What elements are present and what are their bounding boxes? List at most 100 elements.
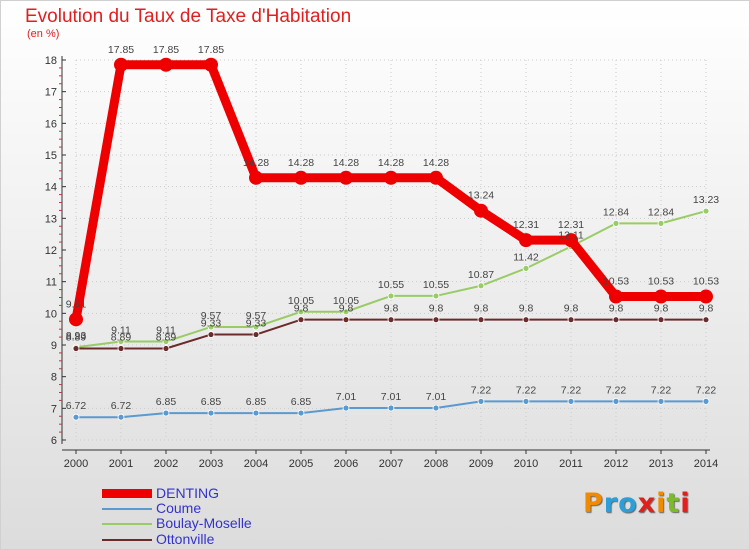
data-label-coume: 7.22 (696, 384, 717, 396)
legend-swatch-coume (102, 508, 152, 510)
x-tick-label: 2007 (379, 458, 403, 470)
data-point-ottonville (567, 316, 575, 324)
data-point-coume (702, 397, 710, 405)
data-label-boulay-moselle: 12.11 (558, 230, 584, 242)
data-point-denting (294, 170, 308, 185)
data-point-boulay-moselle (702, 207, 710, 215)
data-point-denting (699, 289, 713, 304)
y-tick-label: 14 (45, 182, 57, 194)
data-point-ottonville (477, 316, 485, 324)
data-point-denting (654, 289, 668, 304)
data-label-denting: 17.85 (153, 44, 179, 56)
logo-letter: o (618, 488, 638, 519)
data-label-boulay-moselle: 12.84 (648, 206, 674, 218)
legend-label-boulay-moselle: Boulay-Moselle (156, 515, 252, 531)
data-label-boulay-moselle: 9.11 (111, 325, 131, 337)
data-label-denting: 10.53 (693, 276, 719, 288)
x-tick-label: 2008 (424, 458, 448, 470)
data-point-ottonville (432, 316, 440, 324)
y-tick-label: 18 (45, 55, 57, 67)
data-label-coume: 7.22 (471, 384, 492, 396)
data-point-coume (432, 404, 440, 412)
data-point-ottonville (387, 316, 395, 324)
data-labels: 9.81 17.85 17.85 17.85 14.28 14.28 14.28 14.28 1… (66, 44, 720, 412)
data-label-ottonville: 9.8 (429, 303, 444, 315)
data-label-ottonville: 9.8 (294, 303, 309, 315)
data-point-ottonville (297, 316, 305, 324)
data-point-denting (429, 170, 443, 185)
data-point-denting (159, 57, 173, 72)
legend-swatch-ottonville (102, 539, 152, 541)
data-point-boulay-moselle (477, 282, 485, 290)
data-label-boulay-moselle: 11.42 (513, 251, 539, 263)
data-point-denting (69, 312, 83, 327)
data-label-denting: 14.28 (333, 157, 359, 169)
data-label-coume: 7.22 (561, 384, 582, 396)
data-label-denting: 9.81 (66, 298, 87, 310)
x-tick-label: 2000 (64, 458, 88, 470)
x-tick-label: 2002 (154, 458, 178, 470)
data-point-denting (249, 170, 263, 185)
data-label-denting: 10.53 (603, 276, 629, 288)
data-point-ottonville (522, 316, 530, 324)
data-point-boulay-moselle (207, 323, 215, 331)
data-point-boulay-moselle (432, 292, 440, 300)
y-tick-label: 17 (45, 87, 57, 99)
data-label-denting: 14.28 (378, 157, 404, 169)
data-label-coume: 7.01 (426, 391, 447, 403)
y-tick-label: 10 (45, 308, 57, 320)
data-point-ottonville (162, 345, 170, 352)
data-point-coume (252, 409, 260, 417)
x-tick-label: 2010 (514, 458, 538, 470)
x-tick-label: 2005 (289, 458, 313, 470)
data-point-ottonville (612, 316, 620, 324)
data-label-boulay-moselle: 10.55 (423, 279, 449, 291)
x-tick-label: 2014 (694, 458, 718, 470)
y-tick-label: 8 (51, 372, 57, 384)
data-point-denting (519, 233, 533, 248)
data-point-denting (339, 170, 353, 185)
data-label-coume: 6.85 (156, 396, 177, 408)
y-tick-label: 6 (51, 435, 57, 447)
data-point-coume (477, 397, 485, 405)
data-label-boulay-moselle: 10.55 (378, 279, 404, 291)
x-tick-label: 2003 (199, 458, 223, 470)
data-label-boulay-moselle: 9.57 (246, 310, 267, 322)
data-label-ottonville: 9.8 (699, 303, 714, 315)
series-lines (69, 57, 713, 421)
data-label-ottonville: 8.89 (156, 331, 177, 343)
data-label-denting: 10.53 (648, 276, 674, 288)
logo-letter: r (603, 488, 619, 519)
legend-swatch-denting (102, 489, 152, 498)
y-tick-label: 12 (45, 245, 57, 257)
data-point-coume (387, 404, 395, 412)
x-tick-label: 2013 (649, 458, 673, 470)
data-point-ottonville (207, 331, 215, 338)
data-label-coume: 6.85 (246, 396, 267, 408)
chart-title: Evolution du Taux de Taxe d'Habitation (25, 6, 352, 27)
legend-label-ottonville: Ottonville (156, 531, 215, 547)
data-point-denting (384, 170, 398, 185)
data-label-boulay-moselle: 13.23 (693, 194, 719, 206)
data-label-boulay-moselle: 9.11 (156, 325, 176, 337)
data-point-boulay-moselle (522, 264, 530, 272)
data-label-denting: 17.85 (108, 44, 134, 56)
data-point-coume (522, 397, 530, 405)
data-point-coume (657, 397, 665, 405)
data-label-boulay-moselle: 10.05 (333, 295, 359, 307)
data-point-boulay-moselle (387, 292, 395, 300)
data-label-ottonville: 9.8 (564, 303, 579, 315)
data-label-ottonville: 9.33 (246, 318, 267, 330)
data-label-denting: 12.31 (513, 219, 539, 231)
data-label-coume: 7.22 (651, 384, 672, 396)
logo-letter: i (680, 488, 691, 519)
data-point-denting (204, 57, 218, 72)
data-point-coume (117, 413, 125, 421)
data-label-ottonville: 9.8 (609, 303, 624, 315)
data-point-boulay-moselle (117, 338, 125, 345)
data-point-denting (114, 57, 128, 72)
data-label-ottonville: 8.89 (66, 331, 87, 343)
data-point-coume (162, 409, 170, 417)
data-point-coume (567, 397, 575, 405)
